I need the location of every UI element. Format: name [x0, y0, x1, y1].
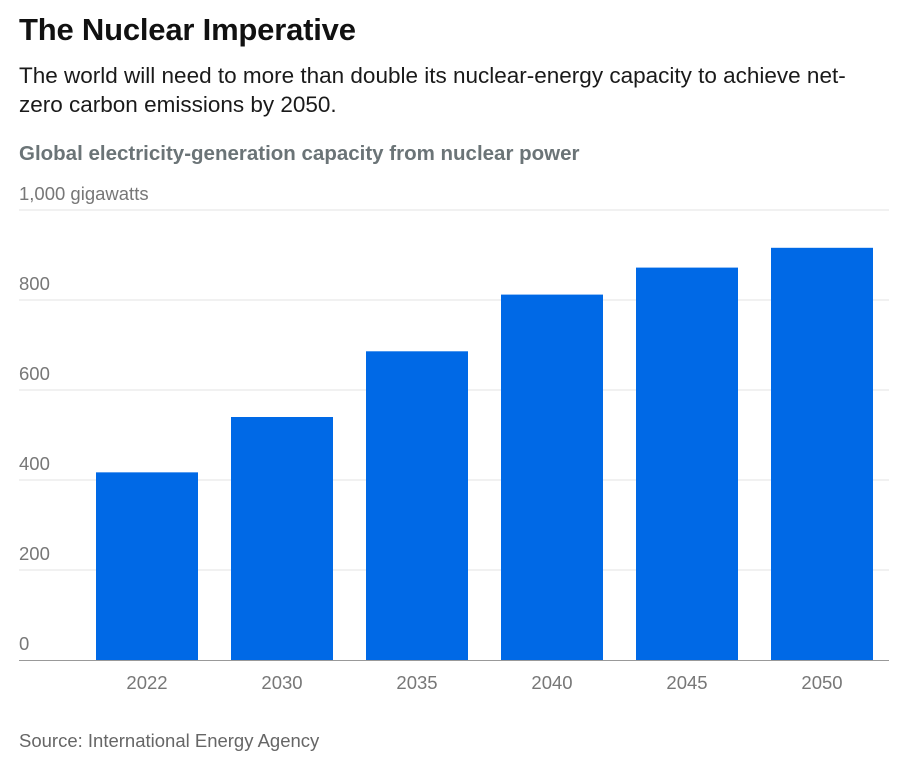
- bar-2030: [231, 417, 333, 660]
- y-tick-label: 600: [19, 363, 50, 384]
- bar-2040: [501, 294, 603, 660]
- x-axis-tick-labels: 2022 2030 2035 2040 2045 2050: [126, 672, 842, 693]
- y-tick-label: 800: [19, 273, 50, 294]
- x-tick-label: 2040: [531, 672, 572, 693]
- bar-2045: [636, 267, 738, 660]
- x-tick-label: 2022: [126, 672, 167, 693]
- y-tick-label: 0: [19, 633, 29, 654]
- bar-2022: [96, 472, 198, 660]
- y-tick-label: 1,000 gigawatts: [19, 183, 149, 204]
- page-subtitle: The world will need to more than double …: [19, 63, 846, 117]
- x-tick-label: 2050: [801, 672, 842, 693]
- x-tick-label: 2030: [261, 672, 302, 693]
- y-tick-label: 400: [19, 453, 50, 474]
- x-tick-label: 2045: [666, 672, 707, 693]
- source-note: Source: International Energy Agency: [19, 730, 320, 751]
- x-tick-label: 2035: [396, 672, 437, 693]
- bars: [96, 247, 873, 661]
- bar-2035: [366, 351, 468, 660]
- chart-title: Global electricity-generation capacity f…: [19, 142, 580, 165]
- y-axis-tick-labels: 0 200 400 600 800 1,000 gigawatts: [19, 183, 149, 654]
- y-tick-label: 200: [19, 543, 50, 564]
- bar-2050: [771, 247, 873, 661]
- page-title: The Nuclear Imperative: [19, 12, 356, 47]
